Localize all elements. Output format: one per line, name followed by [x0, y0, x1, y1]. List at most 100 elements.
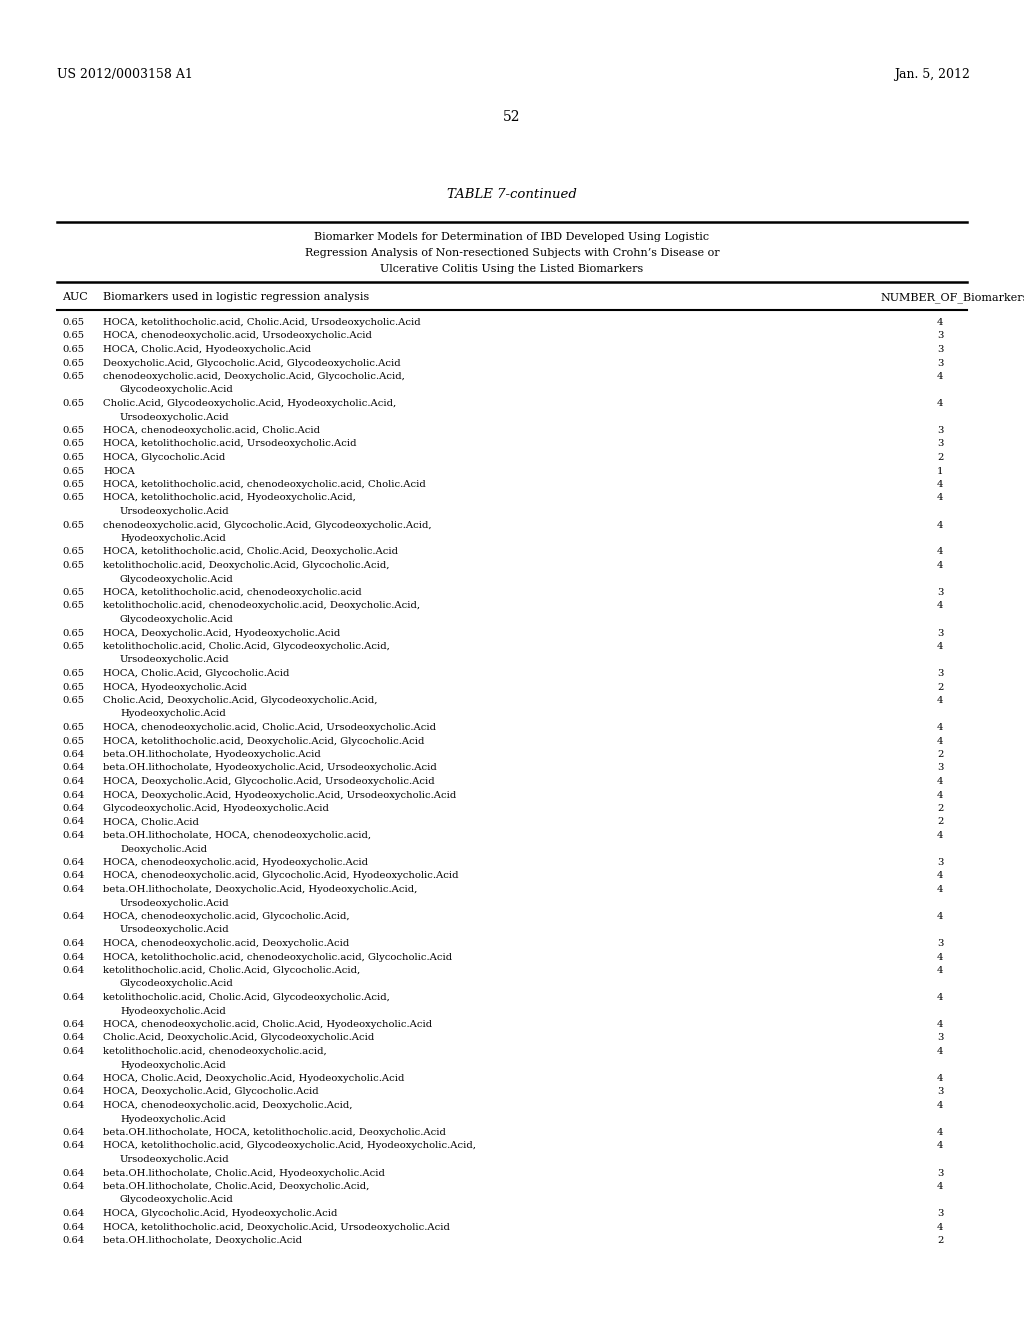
Text: 2: 2: [937, 1236, 943, 1245]
Text: 3: 3: [937, 331, 943, 341]
Text: 0.65: 0.65: [62, 737, 84, 746]
Text: Cholic.Acid, Deoxycholic.Acid, Glycodeoxycholic.Acid,: Cholic.Acid, Deoxycholic.Acid, Glycodeox…: [103, 696, 378, 705]
Text: 0.65: 0.65: [62, 682, 84, 692]
Text: 4: 4: [937, 642, 943, 651]
Text: 3: 3: [937, 628, 943, 638]
Text: 0.64: 0.64: [62, 1020, 84, 1030]
Text: 2: 2: [937, 804, 943, 813]
Text: 4: 4: [937, 1047, 943, 1056]
Text: ketolithocholic.acid, chenodeoxycholic.acid, Deoxycholic.Acid,: ketolithocholic.acid, chenodeoxycholic.a…: [103, 602, 420, 610]
Text: HOCA, Deoxycholic.Acid, Glycocholic.Acid: HOCA, Deoxycholic.Acid, Glycocholic.Acid: [103, 1088, 318, 1097]
Text: 0.64: 0.64: [62, 1209, 84, 1218]
Text: HOCA, Glycocholic.Acid: HOCA, Glycocholic.Acid: [103, 453, 225, 462]
Text: 4: 4: [937, 1101, 943, 1110]
Text: HOCA, ketolithocholic.acid, chenodeoxycholic.acid: HOCA, ketolithocholic.acid, chenodeoxych…: [103, 587, 361, 597]
Text: HOCA, Hyodeoxycholic.Acid: HOCA, Hyodeoxycholic.Acid: [103, 682, 247, 692]
Text: 0.64: 0.64: [62, 1181, 84, 1191]
Text: HOCA, ketolithocholic.acid, Ursodeoxycholic.Acid: HOCA, ketolithocholic.acid, Ursodeoxycho…: [103, 440, 356, 449]
Text: 4: 4: [937, 832, 943, 840]
Text: 4: 4: [937, 494, 943, 503]
Text: Glycodeoxycholic.Acid: Glycodeoxycholic.Acid: [120, 574, 233, 583]
Text: 52: 52: [503, 110, 521, 124]
Text: 0.64: 0.64: [62, 804, 84, 813]
Text: 0.64: 0.64: [62, 884, 84, 894]
Text: 0.65: 0.65: [62, 440, 84, 449]
Text: HOCA, Cholic.Acid, Deoxycholic.Acid, Hyodeoxycholic.Acid: HOCA, Cholic.Acid, Deoxycholic.Acid, Hyo…: [103, 1074, 404, 1082]
Text: 4: 4: [937, 561, 943, 570]
Text: 0.65: 0.65: [62, 345, 84, 354]
Text: 1: 1: [937, 466, 943, 475]
Text: 0.64: 0.64: [62, 1236, 84, 1245]
Text: HOCA, chenodeoxycholic.acid, Glycocholic.Acid, Hyodeoxycholic.Acid: HOCA, chenodeoxycholic.acid, Glycocholic…: [103, 871, 459, 880]
Text: HOCA, Glycocholic.Acid, Hyodeoxycholic.Acid: HOCA, Glycocholic.Acid, Hyodeoxycholic.A…: [103, 1209, 337, 1218]
Text: 4: 4: [937, 723, 943, 733]
Text: Deoxycholic.Acid: Deoxycholic.Acid: [120, 845, 207, 854]
Text: 4: 4: [937, 953, 943, 961]
Text: 0.64: 0.64: [62, 1074, 84, 1082]
Text: Ursodeoxycholic.Acid: Ursodeoxycholic.Acid: [120, 412, 229, 421]
Text: 0.65: 0.65: [62, 628, 84, 638]
Text: 0.64: 0.64: [62, 939, 84, 948]
Text: 3: 3: [937, 587, 943, 597]
Text: 2: 2: [937, 817, 943, 826]
Text: 4: 4: [937, 372, 943, 381]
Text: TABLE 7-continued: TABLE 7-continued: [447, 187, 577, 201]
Text: ketolithocholic.acid, Cholic.Acid, Glycodeoxycholic.Acid,: ketolithocholic.acid, Cholic.Acid, Glyco…: [103, 642, 390, 651]
Text: 0.64: 0.64: [62, 912, 84, 921]
Text: Biomarker Models for Determination of IBD Developed Using Logistic: Biomarker Models for Determination of IB…: [314, 232, 710, 242]
Text: HOCA, Cholic.Acid, Glycocholic.Acid: HOCA, Cholic.Acid, Glycocholic.Acid: [103, 669, 290, 678]
Text: beta.OH.lithocholate, Deoxycholic.Acid: beta.OH.lithocholate, Deoxycholic.Acid: [103, 1236, 302, 1245]
Text: 4: 4: [937, 966, 943, 975]
Text: Glycodeoxycholic.Acid: Glycodeoxycholic.Acid: [120, 615, 233, 624]
Text: HOCA, chenodeoxycholic.acid, Cholic.Acid: HOCA, chenodeoxycholic.acid, Cholic.Acid: [103, 426, 319, 436]
Text: HOCA, Deoxycholic.Acid, Hyodeoxycholic.Acid, Ursodeoxycholic.Acid: HOCA, Deoxycholic.Acid, Hyodeoxycholic.A…: [103, 791, 457, 800]
Text: HOCA, ketolithocholic.acid, Deoxycholic.Acid, Glycocholic.Acid: HOCA, ketolithocholic.acid, Deoxycholic.…: [103, 737, 424, 746]
Text: 0.65: 0.65: [62, 466, 84, 475]
Text: 0.64: 0.64: [62, 1101, 84, 1110]
Text: 3: 3: [937, 1209, 943, 1218]
Text: HOCA, chenodeoxycholic.acid, Cholic.Acid, Hyodeoxycholic.Acid: HOCA, chenodeoxycholic.acid, Cholic.Acid…: [103, 1020, 432, 1030]
Text: HOCA, ketolithocholic.acid, Cholic.Acid, Ursodeoxycholic.Acid: HOCA, ketolithocholic.acid, Cholic.Acid,…: [103, 318, 421, 327]
Text: 4: 4: [937, 1181, 943, 1191]
Text: 3: 3: [937, 669, 943, 678]
Text: 4: 4: [937, 1020, 943, 1030]
Text: 4: 4: [937, 399, 943, 408]
Text: Glycodeoxycholic.Acid, Hyodeoxycholic.Acid: Glycodeoxycholic.Acid, Hyodeoxycholic.Ac…: [103, 804, 329, 813]
Text: Hyodeoxycholic.Acid: Hyodeoxycholic.Acid: [120, 710, 225, 718]
Text: 0.65: 0.65: [62, 331, 84, 341]
Text: 0.64: 0.64: [62, 1222, 84, 1232]
Text: 0.65: 0.65: [62, 587, 84, 597]
Text: 0.64: 0.64: [62, 1088, 84, 1097]
Text: 0.64: 0.64: [62, 1142, 84, 1151]
Text: beta.OH.lithocholate, Cholic.Acid, Hyodeoxycholic.Acid: beta.OH.lithocholate, Cholic.Acid, Hyode…: [103, 1168, 385, 1177]
Text: 0.64: 0.64: [62, 832, 84, 840]
Text: 3: 3: [937, 939, 943, 948]
Text: Hyodeoxycholic.Acid: Hyodeoxycholic.Acid: [120, 535, 225, 543]
Text: ketolithocholic.acid, Deoxycholic.Acid, Glycocholic.Acid,: ketolithocholic.acid, Deoxycholic.Acid, …: [103, 561, 389, 570]
Text: HOCA, chenodeoxycholic.acid, Deoxycholic.Acid: HOCA, chenodeoxycholic.acid, Deoxycholic…: [103, 939, 349, 948]
Text: 0.64: 0.64: [62, 1047, 84, 1056]
Text: HOCA, chenodeoxycholic.acid, Ursodeoxycholic.Acid: HOCA, chenodeoxycholic.acid, Ursodeoxych…: [103, 331, 372, 341]
Text: HOCA, ketolithocholic.acid, chenodeoxycholic.acid, Glycocholic.Acid: HOCA, ketolithocholic.acid, chenodeoxych…: [103, 953, 453, 961]
Text: HOCA, Deoxycholic.Acid, Hyodeoxycholic.Acid: HOCA, Deoxycholic.Acid, Hyodeoxycholic.A…: [103, 628, 340, 638]
Text: US 2012/0003158 A1: US 2012/0003158 A1: [57, 69, 193, 81]
Text: 0.64: 0.64: [62, 791, 84, 800]
Text: 2: 2: [937, 682, 943, 692]
Text: Glycodeoxycholic.Acid: Glycodeoxycholic.Acid: [120, 1196, 233, 1204]
Text: 0.65: 0.65: [62, 494, 84, 503]
Text: 3: 3: [937, 345, 943, 354]
Text: 4: 4: [937, 602, 943, 610]
Text: 0.65: 0.65: [62, 669, 84, 678]
Text: 3: 3: [937, 763, 943, 772]
Text: HOCA, chenodeoxycholic.acid, Hyodeoxycholic.Acid: HOCA, chenodeoxycholic.acid, Hyodeoxycho…: [103, 858, 368, 867]
Text: Hyodeoxycholic.Acid: Hyodeoxycholic.Acid: [120, 1006, 225, 1015]
Text: Ursodeoxycholic.Acid: Ursodeoxycholic.Acid: [120, 925, 229, 935]
Text: 4: 4: [937, 318, 943, 327]
Text: 4: 4: [937, 1222, 943, 1232]
Text: 4: 4: [937, 1142, 943, 1151]
Text: ketolithocholic.acid, chenodeoxycholic.acid,: ketolithocholic.acid, chenodeoxycholic.a…: [103, 1047, 327, 1056]
Text: 4: 4: [937, 548, 943, 557]
Text: 0.64: 0.64: [62, 777, 84, 785]
Text: Glycodeoxycholic.Acid: Glycodeoxycholic.Acid: [120, 385, 233, 395]
Text: 0.65: 0.65: [62, 453, 84, 462]
